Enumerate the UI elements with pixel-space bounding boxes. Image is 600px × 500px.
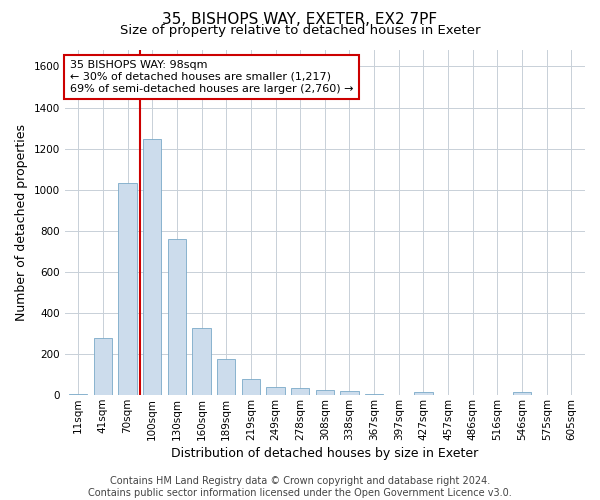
Bar xyxy=(94,338,112,395)
Bar xyxy=(242,379,260,395)
Bar xyxy=(217,358,235,395)
X-axis label: Distribution of detached houses by size in Exeter: Distribution of detached houses by size … xyxy=(171,447,478,460)
Bar xyxy=(365,394,383,395)
Bar xyxy=(192,328,211,395)
Y-axis label: Number of detached properties: Number of detached properties xyxy=(15,124,28,321)
Bar xyxy=(291,388,310,395)
Bar xyxy=(266,387,285,395)
Bar xyxy=(69,394,88,395)
Bar xyxy=(340,392,359,395)
Text: 35, BISHOPS WAY, EXETER, EX2 7PF: 35, BISHOPS WAY, EXETER, EX2 7PF xyxy=(163,12,437,28)
Text: Contains HM Land Registry data © Crown copyright and database right 2024.
Contai: Contains HM Land Registry data © Crown c… xyxy=(88,476,512,498)
Bar xyxy=(316,390,334,395)
Bar xyxy=(414,392,433,395)
Bar xyxy=(118,182,137,395)
Bar xyxy=(167,240,186,395)
Bar xyxy=(143,139,161,395)
Text: Size of property relative to detached houses in Exeter: Size of property relative to detached ho… xyxy=(120,24,480,37)
Bar xyxy=(513,392,532,395)
Text: 35 BISHOPS WAY: 98sqm
← 30% of detached houses are smaller (1,217)
69% of semi-d: 35 BISHOPS WAY: 98sqm ← 30% of detached … xyxy=(70,60,353,94)
